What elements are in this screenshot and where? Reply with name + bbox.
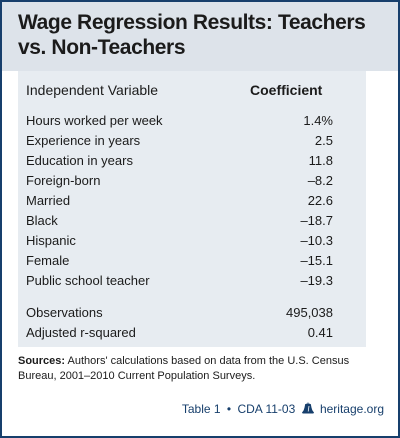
sources-label: Sources:	[18, 355, 66, 367]
table-row: Hours worked per week 1.4%	[18, 113, 366, 133]
row-value: 22.6	[307, 193, 333, 208]
row-label: Public school teacher	[26, 273, 150, 288]
document-reference: CDA 11-03	[237, 402, 296, 416]
site-link[interactable]: heritage.org	[319, 402, 384, 416]
table-row: Female –15.1	[18, 253, 366, 273]
table-row: Married 22.6	[18, 193, 366, 213]
table-row: Hispanic –10.3	[18, 233, 366, 253]
table-row: Public school teacher –19.3	[18, 273, 366, 293]
sources-text: Authors' calculations based on data from…	[18, 355, 350, 382]
row-value: 0.41	[307, 325, 333, 340]
row-label: Black	[26, 213, 58, 228]
row-value: –19.3	[300, 273, 333, 288]
row-label: Foreign-born	[26, 173, 101, 188]
figure-footer: Table 1 • CDA 11-03 heritage.org	[182, 402, 384, 418]
liberty-bell-icon	[301, 402, 315, 418]
table-row: Foreign-born –8.2	[18, 173, 366, 193]
row-value: 495,038	[286, 305, 333, 320]
row-label: Observations	[26, 305, 103, 320]
row-label: Adjusted r-squared	[26, 325, 136, 340]
row-label: Hours worked per week	[26, 113, 163, 128]
row-label: Married	[26, 193, 71, 208]
table-reference: Table 1	[181, 402, 221, 416]
table-bottom-edge	[18, 345, 366, 347]
column-header-coefficient: Coefficient	[250, 82, 323, 98]
row-label: Experience in years	[26, 133, 141, 148]
row-label: Education in years	[26, 153, 133, 168]
sources-note: Sources: Authors' calculations based on …	[18, 354, 390, 384]
row-label: Female	[26, 253, 70, 268]
results-table: Independent Variable Coefficient Hours w…	[18, 71, 366, 345]
row-value: –18.7	[300, 213, 333, 228]
table-row: Black –18.7	[18, 213, 366, 233]
table-row: Experience in years 2.5	[18, 133, 366, 153]
footer-bullet: •	[226, 402, 232, 416]
title-band: Wage Regression Results: Teachers vs. No…	[2, 2, 398, 71]
figure-title: Wage Regression Results: Teachers vs. No…	[18, 11, 366, 59]
row-label: Hispanic	[26, 233, 76, 248]
column-header-variable: Independent Variable	[26, 82, 159, 98]
summary-row-observations: Observations 495,038	[18, 305, 366, 325]
row-value: –10.3	[300, 233, 333, 248]
row-value: 1.4%	[303, 113, 333, 128]
table-row: Education in years 11.8	[18, 153, 366, 173]
row-value: 2.5	[314, 133, 333, 148]
summary-row-r-squared: Adjusted r-squared 0.41	[18, 325, 366, 345]
row-value: 11.8	[308, 153, 333, 168]
row-value: –8.2	[307, 173, 333, 188]
row-value: –15.1	[300, 253, 333, 268]
